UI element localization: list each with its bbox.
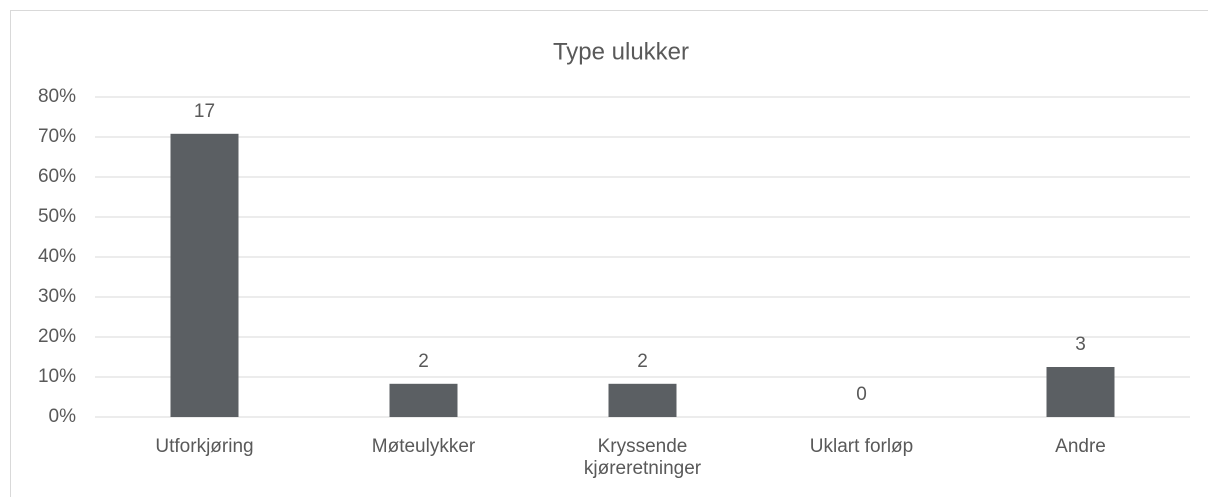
- x-tick-label: Uklart forløp: [809, 436, 914, 457]
- y-tick-label: 80%: [38, 86, 76, 107]
- data-label: 17: [194, 101, 215, 122]
- y-tick-label: 10%: [38, 366, 76, 387]
- bar: [1046, 367, 1115, 417]
- chart-title: Type ulukker: [553, 38, 689, 65]
- chart-border: [10, 10, 1208, 497]
- y-tick-label: 0%: [49, 406, 77, 427]
- bar: [389, 383, 458, 417]
- bar: [170, 133, 239, 418]
- y-tick-label: 20%: [38, 326, 76, 347]
- y-tick-label: 30%: [38, 286, 76, 307]
- data-label: 3: [1075, 334, 1086, 355]
- x-tick-label: Møteulykker: [371, 436, 476, 457]
- y-tick-label: 40%: [38, 246, 76, 267]
- bar: [608, 383, 677, 417]
- data-label: 2: [418, 351, 429, 372]
- y-tick-label: 50%: [38, 206, 76, 227]
- x-tick-label: Utforkjøring: [155, 436, 254, 457]
- data-label: 2: [637, 351, 648, 372]
- data-label: 0: [856, 384, 867, 405]
- y-tick-label: 70%: [38, 126, 76, 147]
- x-tick-label: Kryssende kjøreretninger: [583, 436, 702, 479]
- y-tick-label: 60%: [38, 166, 76, 187]
- x-tick-label: Andre: [1055, 436, 1106, 457]
